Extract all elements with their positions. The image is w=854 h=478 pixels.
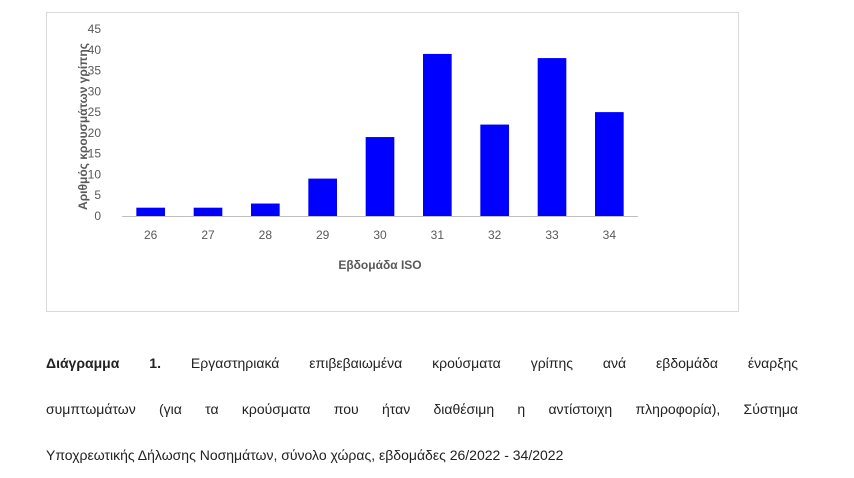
bar [308, 178, 337, 216]
bar [595, 112, 624, 216]
x-tick-label: 33 [545, 228, 559, 242]
bar [136, 207, 165, 216]
x-tick-label: 27 [201, 228, 215, 242]
y-tick-label: 5 [94, 188, 101, 202]
figure-caption: Διάγραμμα 1. Εργαστηριακά επιβεβαιωμένα … [46, 340, 798, 478]
bar [193, 207, 223, 216]
x-tick-label: 26 [144, 228, 158, 242]
caption-text-1: Εργαστηριακά επιβεβαιωμένα κρούσματα γρί… [190, 355, 798, 371]
x-axis-title: Εβδομάδα ISO [338, 258, 421, 272]
bar [537, 58, 567, 216]
y-tick-label: 45 [88, 22, 102, 36]
x-tick-label: 34 [603, 228, 617, 242]
y-tick-label: 15 [88, 147, 102, 161]
bar [423, 53, 452, 216]
y-tick-label: 25 [88, 105, 102, 119]
x-tick-label: 31 [431, 228, 445, 242]
y-axis-title: Αριθμός κρουσμάτων γρίπης [76, 43, 90, 210]
x-tick-label: 32 [488, 228, 502, 242]
bar [365, 137, 395, 216]
y-tick-label: 10 [88, 167, 102, 181]
bar [480, 124, 509, 216]
y-tick-label: 30 [88, 84, 102, 98]
y-tick-label: 40 [88, 43, 102, 57]
y-tick-label: 20 [88, 126, 102, 140]
chart-container: 0 5 10 15 20 25 30 35 40 45 26 27 28 29 30 31 32 33 34 Εβδο… [46, 12, 739, 312]
y-tick-label: 35 [88, 64, 102, 78]
bar [251, 203, 280, 216]
y-tick-label: 0 [94, 209, 101, 223]
x-tick-label: 30 [373, 228, 387, 242]
caption-line-3: Υποχρεωτικής Δήλωσης Νοσημάτων, σύνολο χ… [46, 447, 564, 463]
x-tick-label: 29 [316, 228, 330, 242]
caption-line-1: Διάγραμμα 1. Εργαστηριακά επιβεβαιωμένα … [46, 340, 798, 386]
bar-chart: 0 5 10 15 20 25 30 35 40 45 26 27 28 29 30 31 32 33 34 Εβδο… [76, 22, 638, 272]
caption-label: Διάγραμμα 1. [46, 355, 161, 371]
x-tick-label: 28 [259, 228, 273, 242]
caption-line-2: συμπτωμάτων (για τα κρούσματα που ήταν δ… [46, 401, 798, 417]
